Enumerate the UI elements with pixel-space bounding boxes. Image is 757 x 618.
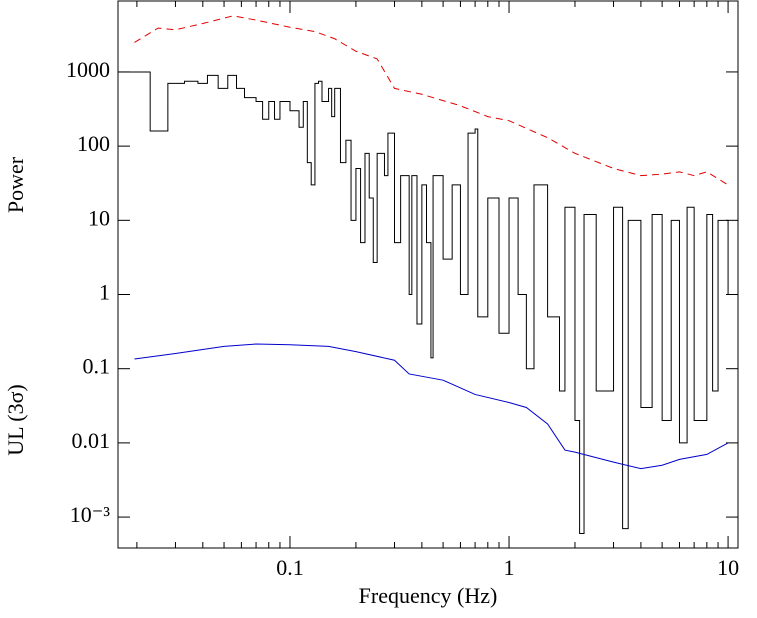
series-line [118, 71, 729, 535]
y-tick-label: 0.1 [83, 354, 111, 379]
x-tick-label: 1 [504, 555, 515, 580]
y-axis-label: UL (3σ) [3, 384, 28, 456]
x-tick-label: 0.1 [276, 555, 304, 580]
y-tick-label: 100 [77, 131, 110, 156]
x-tick-label: 10 [717, 555, 739, 580]
y-tick-label: 1000 [66, 57, 110, 82]
y-tick-label: 0.01 [72, 428, 111, 453]
y-tick-label: 10 [88, 205, 110, 230]
plot-frame [117, 0, 739, 549]
y-axis-label: Power [3, 156, 28, 213]
y-tick-label: 10⁻³ [70, 502, 111, 527]
y-tick-label: 1 [99, 280, 110, 305]
x-axis-label: Frequency (Hz) [359, 583, 498, 608]
series-line [134, 15, 729, 186]
series-line [134, 343, 729, 470]
